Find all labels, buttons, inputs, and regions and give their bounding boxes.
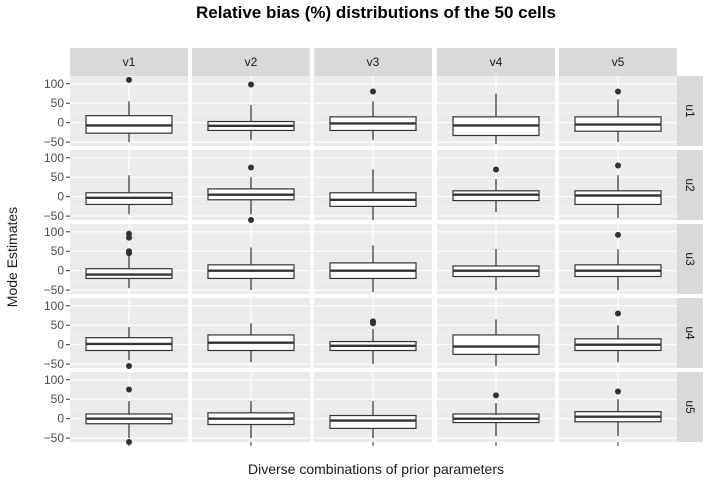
boxplot-u3-v1 bbox=[85, 230, 173, 289]
column-strip-v2 bbox=[192, 48, 310, 76]
row-strip-u2 bbox=[677, 150, 703, 220]
boxplot-u1-v4 bbox=[452, 93, 540, 145]
outlier-point bbox=[248, 217, 254, 223]
boxplot-u4-v1 bbox=[85, 327, 173, 370]
y-tick-label: 0 bbox=[57, 338, 64, 352]
row-strip-label: u1 bbox=[683, 104, 697, 118]
y-tick-label: 100 bbox=[44, 151, 64, 165]
boxplot-u4-v4 bbox=[452, 319, 540, 367]
row-strip-label: u4 bbox=[683, 326, 697, 340]
y-tick-label: 100 bbox=[44, 77, 64, 91]
boxplot-u5-v2 bbox=[207, 401, 295, 439]
outlier-point bbox=[126, 76, 132, 83]
boxplot-u1-v5 bbox=[574, 88, 662, 143]
outlier-point bbox=[126, 250, 132, 257]
y-tick-label: 50 bbox=[51, 170, 65, 184]
column-strip-label: v5 bbox=[612, 55, 625, 69]
boxplot-u4-v3 bbox=[329, 318, 417, 365]
outlier-point bbox=[370, 320, 376, 327]
y-tick-label: −50 bbox=[44, 283, 65, 297]
outlier-point bbox=[126, 439, 132, 445]
boxplot-u1-v1 bbox=[85, 76, 173, 143]
y-tick-label: 0 bbox=[57, 116, 64, 130]
y-tick-label: 50 bbox=[51, 318, 65, 332]
y-tick-label: 100 bbox=[44, 225, 64, 239]
row-strip-u5 bbox=[677, 372, 703, 442]
outlier-point bbox=[615, 88, 621, 95]
column-strip-label: v4 bbox=[490, 55, 503, 69]
boxplot-u3-v2 bbox=[207, 247, 295, 291]
outlier-point bbox=[615, 231, 621, 238]
y-tick-label: −50 bbox=[44, 357, 65, 371]
boxplot-u4-v5 bbox=[574, 310, 662, 363]
row-strip-label: u5 bbox=[683, 400, 697, 414]
box bbox=[574, 190, 662, 206]
boxplot-u1-v2 bbox=[207, 81, 295, 141]
y-tick-label: 0 bbox=[57, 264, 64, 278]
column-strip-label: v2 bbox=[245, 55, 258, 69]
boxplot-u5-v1 bbox=[85, 386, 173, 445]
boxplot-u5-v4 bbox=[452, 392, 540, 437]
column-strip-v5 bbox=[559, 48, 677, 76]
y-tick-label: 50 bbox=[51, 96, 65, 110]
outlier-point bbox=[248, 164, 254, 171]
y-tick-label: 100 bbox=[44, 373, 64, 387]
outlier-point bbox=[493, 392, 499, 399]
boxplot-u4-v2 bbox=[207, 323, 295, 363]
boxplot-u2-v2 bbox=[207, 164, 295, 223]
y-tick-label: −50 bbox=[44, 431, 65, 445]
column-strip-v3 bbox=[314, 48, 432, 76]
y-tick-label: −50 bbox=[44, 209, 65, 223]
row-strip-label: u3 bbox=[683, 252, 697, 266]
y-tick-label: 50 bbox=[51, 392, 65, 406]
y-tick-label: −50 bbox=[44, 135, 65, 149]
x-axis-title: Diverse combinations of prior parameters bbox=[248, 461, 504, 477]
boxplot-u2-v5 bbox=[574, 162, 662, 219]
boxplot-u3-v4 bbox=[452, 249, 540, 291]
boxplot-u5-v3 bbox=[329, 401, 417, 439]
outlier-point bbox=[493, 166, 499, 173]
boxplot-u3-v3 bbox=[329, 245, 417, 293]
column-strip-label: v3 bbox=[367, 55, 380, 69]
outlier-point bbox=[126, 363, 132, 370]
y-tick-label: 50 bbox=[51, 244, 65, 258]
box bbox=[329, 414, 417, 429]
row-strip-u1 bbox=[677, 76, 703, 146]
column-strip-label: v1 bbox=[123, 55, 136, 69]
boxplot-u2-v1 bbox=[85, 175, 173, 215]
boxplot-u3-v5 bbox=[574, 231, 662, 291]
outlier-point bbox=[615, 310, 621, 317]
outlier-point bbox=[126, 386, 132, 393]
boxplot-u5-v5 bbox=[574, 388, 662, 437]
row-strip-u3 bbox=[677, 224, 703, 294]
y-tick-label: 100 bbox=[44, 299, 64, 313]
boxplot-u1-v3 bbox=[329, 88, 417, 141]
box bbox=[452, 334, 540, 355]
outlier-point bbox=[615, 162, 621, 169]
column-strip-v4 bbox=[437, 48, 555, 76]
y-axis-title: Mode Estimates bbox=[4, 207, 20, 307]
outlier-point bbox=[248, 81, 254, 88]
column-strip-v1 bbox=[70, 48, 188, 76]
boxplot-u2-v3 bbox=[329, 169, 417, 220]
row-strip-label: u2 bbox=[683, 178, 697, 192]
outlier-point bbox=[615, 388, 621, 395]
outlier-point bbox=[370, 88, 376, 95]
y-tick-label: 0 bbox=[57, 190, 64, 204]
boxplot-u2-v4 bbox=[452, 166, 540, 213]
row-strip-u4 bbox=[677, 298, 703, 368]
y-tick-label: 0 bbox=[57, 412, 64, 426]
outlier-point bbox=[126, 234, 132, 241]
chart-title: Relative bias (%) distributions of the 5… bbox=[196, 3, 556, 22]
facet-grid: v1 v2 v3 v4 v5 u1 u2 u3 u4 u5 −50 0 50 100 −50 0 50 100 −5… bbox=[44, 48, 703, 446]
